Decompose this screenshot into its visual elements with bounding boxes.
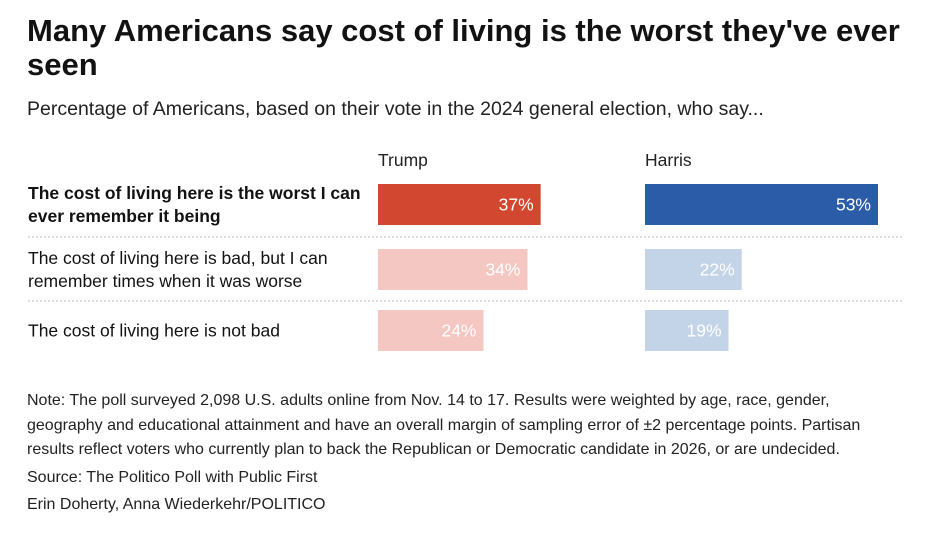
category-label: The cost of living here is not bad [28,321,280,341]
notes-block: Note: The poll surveyed 2,098 U.S. adult… [27,389,907,518]
bar-harris [645,249,742,290]
bar-value-label: 22% [700,260,735,280]
bar-value-label: 24% [441,321,476,341]
bar-value-label: 37% [499,195,534,215]
chart-title: Many Americans say cost of living is the… [27,13,900,82]
bar-value-label: 19% [686,321,721,341]
bar-harris [645,184,878,225]
bar-trump [378,310,484,351]
bar-harris [645,310,729,351]
bar-trump [378,184,541,225]
source-text: Source: The Politico Poll with Public Fi… [27,468,318,486]
series-header-trump: Trump [378,150,428,170]
bar-trump [378,249,528,290]
series-header-harris: Harris [645,150,692,170]
category-label: The cost of living here is the worst I c… [28,183,361,226]
chart-subtitle: Percentage of Americans, based on their … [27,98,764,120]
bar-value-label: 34% [485,260,520,280]
credit-text: Erin Doherty, Anna Wiederkehr/POLITICO [27,496,326,513]
bar-chart: Trump Harris The cost of living here is th… [28,150,902,351]
methodology-note: Note: The poll surveyed 2,098 U.S. adult… [27,392,861,458]
bar-value-label: 53% [836,195,871,215]
category-label: The cost of living here is bad, but I ca… [28,248,328,291]
